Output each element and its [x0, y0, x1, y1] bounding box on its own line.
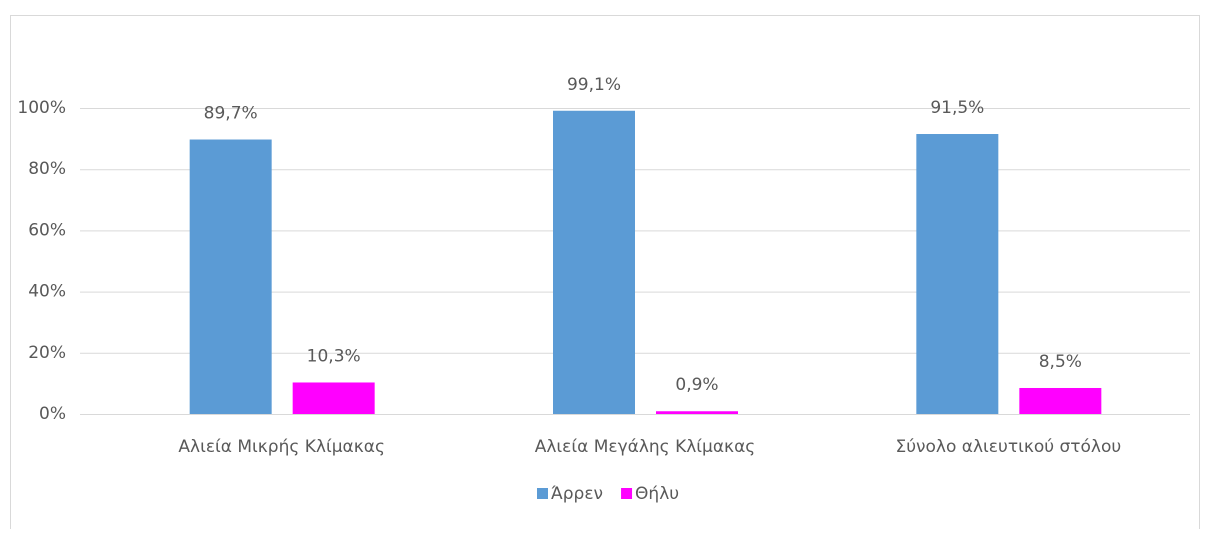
value-label: 91,5%	[930, 98, 984, 118]
value-label: 0,9%	[675, 375, 718, 395]
x-tick-label: Σύνολο αλιευτικού στόλου	[895, 437, 1121, 457]
value-label: 10,3%	[307, 346, 361, 366]
bar	[916, 134, 999, 414]
value-label: 8,5%	[1039, 352, 1082, 372]
value-label: 89,7%	[204, 104, 258, 124]
bar	[1019, 387, 1102, 414]
y-tick-label: 40%	[28, 282, 66, 302]
y-tick-label: 60%	[28, 220, 66, 240]
y-tick-label: 100%	[17, 98, 66, 118]
bar	[189, 139, 272, 414]
x-tick-label: Αλιεία Μικρής Κλίμακας	[178, 437, 385, 457]
legend-swatch	[537, 488, 548, 499]
y-tick-label: 80%	[28, 159, 66, 179]
legend-label: Άρρεν	[551, 484, 603, 504]
legend-swatch	[621, 488, 633, 499]
bar	[292, 382, 375, 414]
bar	[553, 110, 635, 414]
legend-label: Θήλυ	[635, 484, 679, 504]
value-label: 99,1%	[567, 75, 621, 95]
bar	[656, 411, 738, 414]
y-tick-label: 0%	[39, 404, 66, 424]
x-tick-label: Αλιεία Μεγάλης Κλίμακας	[535, 437, 756, 457]
y-tick-label: 20%	[28, 343, 66, 363]
